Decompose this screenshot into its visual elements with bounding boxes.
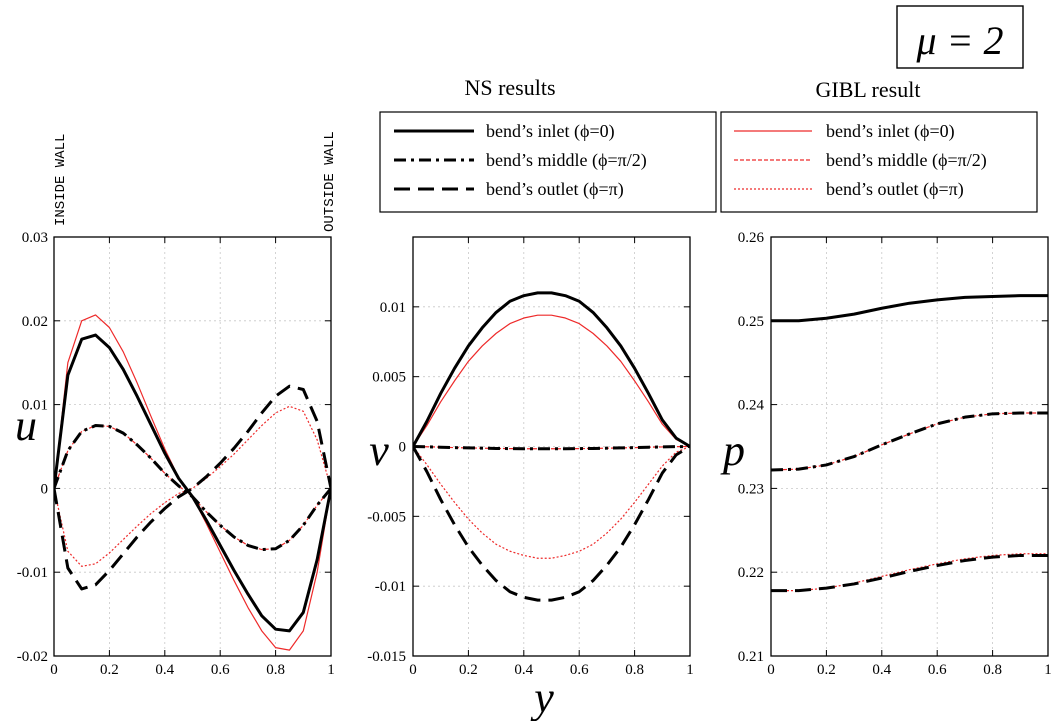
x-tick-label: 0 bbox=[409, 662, 417, 678]
gibl-legend-label-middle: bend’s middle (ϕ=π/2) bbox=[826, 150, 987, 171]
parameter-label: μ = 2 bbox=[915, 18, 1003, 63]
x-tick-label: 0.2 bbox=[817, 662, 836, 678]
x-tick-label: 0.2 bbox=[100, 662, 119, 678]
y-tick-label: -0.02 bbox=[17, 649, 48, 665]
x-tick-label: 0.4 bbox=[872, 662, 891, 678]
y-tick-label: -0.01 bbox=[375, 579, 406, 595]
series-gibl-outlet bbox=[771, 553, 1048, 592]
inside-wall-label: INSIDE WALL bbox=[53, 134, 69, 226]
y-tick-label: 0.26 bbox=[738, 230, 765, 246]
series-ns-inlet bbox=[413, 291, 690, 448]
y-tick-label: 0.25 bbox=[738, 314, 764, 330]
x-tick-label: 0.6 bbox=[570, 662, 589, 678]
x-tick-label: 0.6 bbox=[928, 662, 947, 678]
shared-x-axis-label: y bbox=[530, 673, 554, 721]
y-tick-label: 0.005 bbox=[372, 370, 406, 386]
x-tick-label: 0.8 bbox=[983, 662, 1002, 678]
x-tick-label: 0.4 bbox=[514, 662, 533, 678]
y-tick-label: 0 bbox=[399, 440, 407, 456]
x-tick-label: 1 bbox=[327, 662, 335, 678]
y-tick-label: -0.005 bbox=[367, 509, 406, 525]
series-ns-inlet bbox=[771, 294, 1048, 323]
ns-legend-label-outlet: bend’s outlet (ϕ=π) bbox=[486, 179, 624, 200]
y-tick-label: 0.02 bbox=[22, 314, 48, 330]
p-panel: 0 0.2 0.4 0.6 0.8 1 0.21 0.22 0.23 0.24 0.25 0.26 p bbox=[720, 230, 1052, 678]
v-axis-label: v bbox=[369, 426, 389, 475]
parameter-box: μ = 2 bbox=[896, 5, 1024, 69]
p-axis-label: p bbox=[720, 426, 745, 475]
series-ns-middle bbox=[54, 424, 331, 552]
y-tick-label: -0.015 bbox=[367, 649, 406, 665]
series-ns-middle bbox=[771, 411, 1048, 472]
plot-frame bbox=[53, 236, 332, 657]
plot-area bbox=[54, 237, 331, 656]
series-gibl-middle bbox=[54, 424, 331, 551]
gibl-legend-label-inlet: bend’s inlet (ϕ=0) bbox=[826, 121, 955, 142]
y-tick-label: 0.01 bbox=[380, 300, 406, 316]
y-tick-label: 0.01 bbox=[22, 398, 48, 414]
plot-frame bbox=[770, 236, 1049, 657]
plot-frame bbox=[412, 236, 691, 657]
x-tick-label: 0.8 bbox=[625, 662, 644, 678]
series-ns-outlet bbox=[413, 445, 690, 602]
series-gibl-outlet bbox=[413, 445, 690, 559]
x-tick-label: 1 bbox=[1044, 662, 1052, 678]
ns-legend-label-middle: bend’s middle (ϕ=π/2) bbox=[486, 150, 647, 171]
y-tick-label: 0.23 bbox=[738, 481, 764, 497]
y-tick-label: 0.21 bbox=[738, 649, 764, 665]
series-ns-outlet bbox=[54, 384, 331, 591]
u-axis-label: u bbox=[15, 401, 37, 450]
y-tick-label: -0.01 bbox=[17, 565, 48, 581]
ns-results-title: NS results bbox=[464, 75, 555, 100]
series-ns-middle bbox=[413, 445, 690, 451]
v-panel: 0 0.2 0.4 0.6 0.8 1 -0.015 -0.01 -0.005 0 0.005 0.0… bbox=[367, 236, 694, 678]
gibl-result-title: GIBL result bbox=[816, 77, 921, 102]
series-gibl-inlet bbox=[413, 314, 690, 448]
x-tick-label: 0.2 bbox=[459, 662, 478, 678]
ns-legend-label-inlet: bend’s inlet (ϕ=0) bbox=[486, 121, 615, 142]
y-tick-label: 0 bbox=[41, 481, 49, 497]
x-tick-label: 0.6 bbox=[211, 662, 230, 678]
outside-wall-label: OUTSIDE WALL bbox=[322, 131, 338, 232]
plot-area bbox=[771, 237, 1048, 656]
x-tick-label: 0.8 bbox=[266, 662, 285, 678]
x-tick-label: 0.4 bbox=[155, 662, 174, 678]
gibl-legend-label-outlet: bend’s outlet (ϕ=π) bbox=[826, 179, 964, 200]
y-tick-label: 0.03 bbox=[22, 230, 48, 246]
x-tick-label: 0 bbox=[50, 662, 58, 678]
gibl-legend: bend’s inlet (ϕ=0) bend’s middle (ϕ=π/2)… bbox=[720, 111, 1038, 213]
y-tick-label: 0.24 bbox=[738, 398, 765, 414]
y-tick-label: 0.22 bbox=[738, 565, 764, 581]
ns-legend: bend’s inlet (ϕ=0) bend’s middle (ϕ=π/2)… bbox=[379, 111, 717, 213]
x-tick-label: 1 bbox=[686, 662, 694, 678]
x-tick-label: 0 bbox=[767, 662, 775, 678]
u-panel: 0 0.2 0.4 0.6 0.8 1 -0.02 -0.01 0 0.01 0.02 0.03 u bbox=[15, 230, 335, 678]
series-gibl-outlet bbox=[54, 405, 331, 567]
